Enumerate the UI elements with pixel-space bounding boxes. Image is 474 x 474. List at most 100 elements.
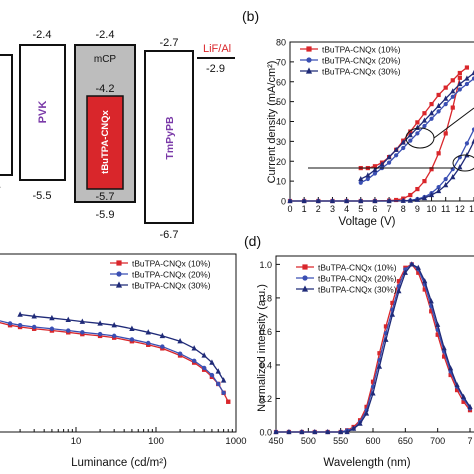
- series-1-point: [408, 138, 413, 143]
- y-tick-label: 0.2: [259, 394, 272, 404]
- series-0-point: [372, 164, 378, 169]
- series-2-point: [386, 197, 392, 204]
- legend-marker: [115, 281, 123, 288]
- series-1-point: [365, 176, 370, 182]
- lif-al-lumo-label: -2.9: [206, 63, 225, 75]
- series-1-point: [201, 365, 207, 371]
- x-tick-label: 100: [148, 436, 164, 447]
- series-2-point: [79, 318, 86, 324]
- series-2-point: [443, 95, 449, 101]
- series-2-point: [315, 197, 321, 204]
- x-tick-label: 5: [358, 204, 363, 214]
- pvk-layer-name: PVK: [37, 101, 49, 124]
- legend-marker: [306, 46, 312, 52]
- panel-label-d: (d): [244, 233, 261, 249]
- emitter-layer-name: tBuTPA-CNQx: [100, 109, 111, 173]
- series-2-point: [358, 197, 364, 204]
- x-tick-label: 3: [330, 204, 335, 214]
- series-2-point: [177, 338, 183, 344]
- x-tick-label: 8: [401, 204, 406, 214]
- mcp-layer-name: mCP: [94, 54, 117, 65]
- series-2-point: [329, 197, 336, 204]
- legend-marker: [302, 275, 308, 281]
- tmpypb-lumo-label: -2.7: [160, 37, 179, 49]
- series-2-point: [301, 197, 307, 204]
- series-1-point: [450, 94, 455, 99]
- energy-level-diagram: . -2.4 -5.5 PVK -2.4 mCP -5.9 -4.2 -5.7 …: [0, 29, 235, 241]
- legend-entry: tBuTPA-CNQx (30%): [318, 285, 397, 295]
- plot-frame: [275, 255, 474, 433]
- series-2-point: [448, 365, 454, 371]
- series-2-point: [471, 69, 474, 76]
- series-2-point: [436, 102, 442, 109]
- y-tick-label: 20: [276, 157, 286, 167]
- series-2-point: [393, 146, 399, 152]
- series-2-point: [422, 278, 428, 284]
- series-2-point: [428, 298, 434, 304]
- layer-box-pvk: [19, 44, 66, 181]
- mcp-lumo-label: -2.4: [96, 29, 115, 41]
- series-1-point: [66, 328, 71, 333]
- series-2-point: [365, 172, 371, 178]
- series-1-point: [209, 372, 215, 378]
- chart-b-ylabel: Current density (mA/cm²): [266, 61, 278, 184]
- series-2-point: [344, 197, 350, 204]
- series-2-point: [407, 132, 413, 138]
- series-0-point: [422, 287, 427, 292]
- x-tick-label: 2: [316, 204, 321, 214]
- series-2-point: [17, 311, 23, 317]
- emitter-homo-label: -5.7: [96, 191, 115, 203]
- series-1-point: [358, 180, 363, 185]
- series-2-point: [386, 154, 392, 160]
- series-0-point: [429, 309, 434, 314]
- legend-entry: tBuTPA-CNQx (20%): [318, 274, 397, 284]
- series-2-point: [441, 345, 447, 351]
- series-0-point: [408, 192, 413, 198]
- series-0-point: [435, 332, 440, 337]
- x-tick-label: 10: [427, 204, 437, 214]
- series-1-point: [97, 331, 103, 337]
- y-tick-label: 70: [276, 57, 286, 67]
- series-0-point: [383, 324, 389, 329]
- series-2-point: [111, 322, 117, 328]
- series-2-point: [457, 164, 463, 170]
- series-0-point: [408, 129, 413, 134]
- series-2-point: [312, 428, 318, 435]
- y-tick-label: 0: [281, 197, 286, 207]
- series-1-point: [443, 101, 448, 107]
- series-2-point: [400, 197, 406, 203]
- series-1-point: [31, 324, 37, 330]
- series-2-point: [49, 314, 55, 321]
- series-0-point: [457, 75, 462, 80]
- series-2-point: [428, 191, 435, 198]
- series-0-point: [396, 279, 401, 284]
- series-2-point: [383, 336, 389, 342]
- series-0-point: [429, 167, 434, 172]
- series-1-point: [394, 153, 399, 158]
- series-1-point: [457, 87, 462, 92]
- series-2-point: [415, 264, 421, 270]
- series-2-point: [450, 88, 456, 94]
- y-tick-label: 0.8: [259, 293, 272, 303]
- series-0-point: [415, 186, 420, 192]
- y-tick-label: 0.0: [259, 428, 272, 438]
- x-tick-label: 11: [441, 204, 450, 214]
- y-tick-label: 50: [276, 97, 286, 107]
- series-0-point: [370, 379, 376, 384]
- series-2-point: [389, 311, 395, 317]
- series-2-point: [273, 428, 279, 435]
- legend-marker: [306, 57, 312, 63]
- tmpypb-homo-label: -6.7: [160, 229, 179, 241]
- y-tick-label: 30: [276, 137, 286, 147]
- series-2-line: [276, 263, 471, 433]
- y-tick-label: 0.4: [259, 360, 272, 370]
- series-1-point: [49, 326, 55, 331]
- series-1-point: [464, 81, 470, 87]
- layer-box-tmpypb: [144, 50, 194, 224]
- series-0-point: [461, 399, 466, 404]
- legend-marker: [301, 285, 309, 292]
- series-0-point: [448, 372, 453, 378]
- series-2-point: [396, 288, 402, 294]
- series-0-point: [443, 85, 448, 90]
